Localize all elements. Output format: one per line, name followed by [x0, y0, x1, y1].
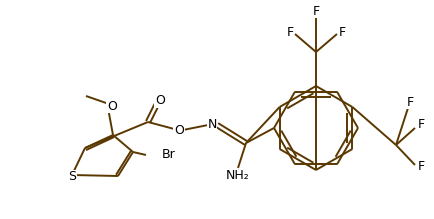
Text: NH₂: NH₂: [226, 170, 249, 182]
Text: S: S: [68, 171, 76, 184]
Text: F: F: [417, 118, 424, 131]
Text: N: N: [207, 118, 216, 131]
Text: O: O: [155, 95, 164, 108]
Text: F: F: [312, 5, 319, 18]
Text: O: O: [107, 99, 117, 113]
Text: O: O: [174, 124, 184, 138]
Text: F: F: [338, 26, 345, 39]
Text: F: F: [417, 161, 424, 173]
Text: Br: Br: [161, 148, 175, 161]
Text: F: F: [405, 95, 413, 108]
Text: F: F: [286, 26, 293, 39]
